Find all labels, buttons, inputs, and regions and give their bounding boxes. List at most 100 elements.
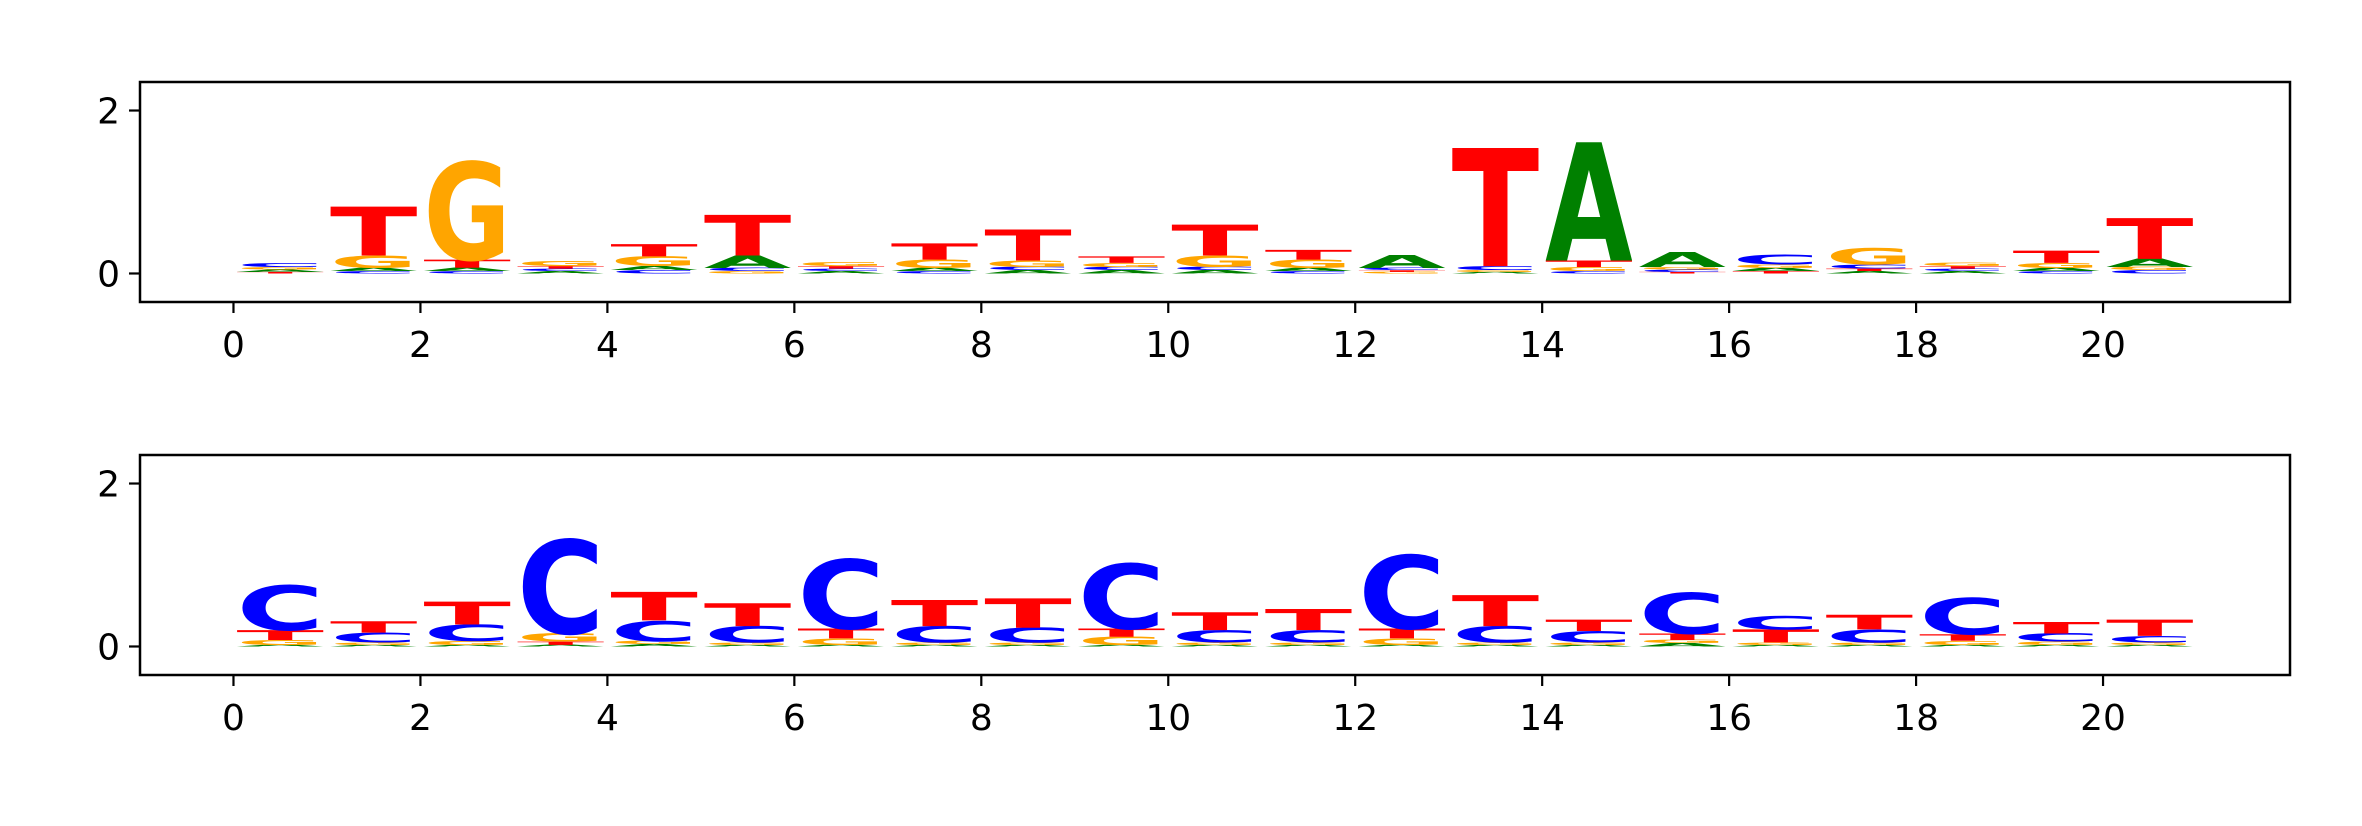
logo-letter-T-pos7: T — [891, 239, 979, 265]
logo-letter-A-pos1: A — [330, 644, 418, 647]
logo-letter-C-pos16: C — [1732, 612, 1819, 634]
logo-letter-T-pos10: T — [1171, 216, 1258, 266]
logo-letter-T-pos17: T — [1826, 611, 1914, 634]
logo-letter-T-pos16: T — [1732, 270, 1820, 274]
logo-letter-T-pos19: T — [2013, 619, 2100, 637]
logo-letter-T-pos10: T — [1171, 607, 1259, 636]
logo-letter-A-pos11: A — [1265, 644, 1353, 647]
logo-letter-A-pos11: A — [1265, 267, 1353, 272]
logo-letter-T-pos18: T — [1919, 266, 2007, 270]
logo-letter-G-pos5: G — [704, 642, 791, 646]
logo-letter-T-pos3: T — [517, 641, 605, 646]
logo-letter-G-pos0: G — [236, 639, 323, 647]
logo-letter-T-pos11: T — [1265, 247, 1352, 263]
logo-letter-A-pos7: A — [891, 267, 979, 272]
logo-letter-A-pos10: A — [1171, 269, 1259, 274]
logo-letter-C-pos14: C — [1545, 628, 1632, 646]
logo-letter-T-pos3: T — [517, 266, 605, 270]
logo-letter-A-pos2: A — [423, 267, 511, 272]
logo-letter-A-pos0: A — [236, 644, 324, 647]
logo-letter-A-pos13: A — [1452, 644, 1540, 647]
logo-letter-G-pos17: G — [1826, 244, 1913, 270]
x-tick-label: 2 — [409, 325, 432, 366]
logo-letter-G-pos9: G — [1078, 635, 1165, 648]
logo-letter-C-pos12: C — [1358, 267, 1445, 271]
logo-letter-T-pos8: T — [984, 221, 1071, 271]
logo-letter-C-pos18: C — [1919, 588, 2006, 647]
logo-letter-A-pos6: A — [797, 644, 885, 647]
logo-letter-C-pos12: C — [1358, 536, 1445, 653]
logo-letter-A-pos17: A — [1826, 644, 1914, 647]
x-tick-label: 6 — [783, 698, 806, 739]
x-tick-label: 8 — [970, 325, 993, 366]
logo-letter-A-pos17: A — [1826, 270, 1914, 274]
logo-letter-C-pos15: C — [1639, 269, 1726, 273]
logo-letter-G-pos19: G — [2013, 641, 2100, 646]
y-tick-label: 0 — [97, 627, 120, 668]
logo-letter-C-pos19: C — [2013, 270, 2100, 274]
logo-letter-G-pos8: G — [984, 259, 1071, 269]
logo-letter-A-pos14: A — [1545, 110, 1632, 299]
x-tick-label: 0 — [222, 325, 245, 366]
logo-letter-G-pos6: G — [797, 637, 884, 647]
logo-letter-G-pos20: G — [2106, 642, 2193, 646]
logo-letter-T-pos4: T — [610, 585, 698, 630]
logo-letter-C-pos7: C — [891, 270, 978, 274]
x-tick-label: 16 — [1706, 325, 1752, 366]
logo-letter-C-pos6: C — [797, 541, 884, 651]
logo-letter-T-pos13: T — [1452, 116, 1539, 305]
logo-letter-T-pos2: T — [423, 596, 511, 633]
logo-letter-A-pos19: A — [2013, 644, 2101, 647]
logo-letter-G-pos4: G — [610, 640, 697, 645]
logo-letter-C-pos17: C — [1826, 626, 1913, 647]
logo-letter-G-pos3: G — [517, 631, 604, 644]
logo-letter-T-pos20: T — [2106, 615, 2194, 641]
logo-letter-G-pos11: G — [1265, 642, 1352, 646]
logo-letter-C-pos1: C — [330, 270, 417, 274]
x-tick-label: 18 — [1893, 325, 1939, 366]
logo-letter-C-pos6: C — [797, 268, 884, 272]
logo-letter-A-pos20: A — [2106, 644, 2194, 647]
x-tick-label: 16 — [1706, 698, 1752, 739]
logo-letter-C-pos13: C — [1452, 622, 1539, 648]
logo-letter-G-pos10: G — [1171, 252, 1258, 270]
logo-letter-G-pos13: G — [1452, 642, 1539, 646]
logo-letter-G-pos7: G — [891, 257, 978, 270]
logo-letter-T-pos13: T — [1452, 587, 1539, 637]
logo-letter-A-pos9: A — [1078, 269, 1166, 274]
logo-letter-T-pos12: T — [1358, 626, 1445, 642]
logo-letter-A-pos14: A — [1545, 644, 1633, 647]
logo-letter-A-pos12: A — [1358, 644, 1446, 647]
logo-letter-T-pos18: T — [1919, 633, 2006, 643]
x-tick-label: 10 — [1145, 698, 1191, 739]
logo-letter-T-pos1: T — [330, 618, 417, 636]
logo-letter-T-pos14: T — [1545, 616, 1632, 634]
logo-letter-T-pos0: T — [236, 628, 323, 644]
logo-letter-C-pos19: C — [2013, 631, 2100, 644]
logo-letter-C-pos15: C — [1639, 582, 1726, 647]
logo-letter-C-pos13: C — [1452, 265, 1539, 271]
logo-letter-G-pos6: G — [797, 261, 884, 268]
logo-letter-T-pos9: T — [1078, 627, 1165, 640]
x-tick-label: 12 — [1332, 325, 1378, 366]
logo-letter-A-pos16: A — [1732, 644, 1820, 647]
y-tick-label: 2 — [97, 465, 120, 506]
logo-letter-G-pos14: G — [1545, 642, 1632, 646]
logo-letter-G-pos12: G — [1358, 271, 1445, 274]
x-tick-label: 20 — [2080, 698, 2126, 739]
logo-letter-T-pos11: T — [1265, 603, 1352, 637]
logo-letter-C-pos11: C — [1265, 270, 1352, 274]
logo-letter-C-pos8: C — [984, 624, 1071, 647]
axes-frame — [138, 453, 2292, 677]
logo-letter-C-pos2: C — [423, 620, 510, 646]
logo-letter-T-pos7: T — [891, 593, 978, 634]
logo-letter-T-pos15: T — [1639, 271, 1727, 274]
logo-letter-C-pos17: C — [1826, 263, 1913, 269]
logo-letter-G-pos8: G — [984, 642, 1071, 646]
logo-letter-G-pos20: G — [2106, 266, 2193, 271]
logo-letter-T-pos5: T — [704, 597, 792, 634]
logo-letter-C-pos20: C — [2106, 269, 2193, 274]
logo-letter-G-pos3: G — [517, 260, 604, 268]
